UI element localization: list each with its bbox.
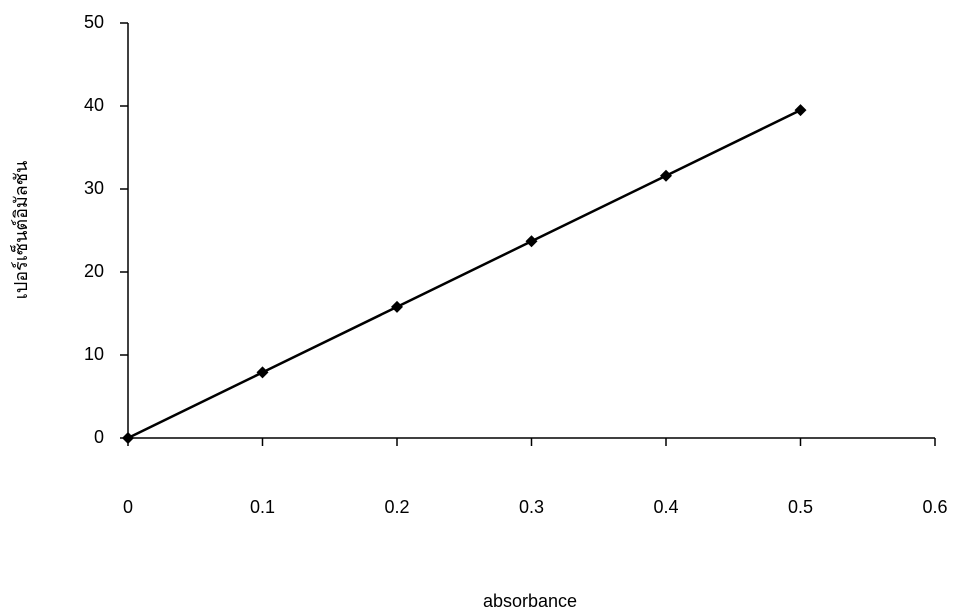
y-tick-label: 50 [84, 12, 104, 32]
x-tick-label: 0 [123, 497, 133, 517]
x-tick-label: 0.5 [788, 497, 813, 517]
marker [660, 170, 672, 182]
x-tick-label: 0.6 [922, 497, 947, 517]
y-tick-label: 20 [84, 261, 104, 281]
x-tick-label: 0.4 [653, 497, 678, 517]
marker [391, 301, 403, 313]
x-tick-label: 0.1 [250, 497, 275, 517]
marker [122, 432, 134, 444]
y-tick-label: 10 [84, 344, 104, 364]
marker [795, 104, 807, 116]
line [128, 110, 801, 438]
x-tick-label: 0.2 [384, 497, 409, 517]
x-axis-label: absorbance [483, 591, 577, 611]
y-tick-label: 0 [94, 427, 104, 447]
chart: absorbance เปอร์เซ็นต์อิมัลชัน 0 10 20 30 40… [0, 0, 954, 613]
x-tick-label: 0.3 [519, 497, 544, 517]
y-axis-label: เปอร์เซ็นต์อิมัลชัน [9, 161, 31, 300]
y-tick-label: 30 [84, 178, 104, 198]
y-tick-label: 40 [84, 95, 104, 115]
marker [526, 235, 538, 247]
marker [257, 366, 269, 378]
